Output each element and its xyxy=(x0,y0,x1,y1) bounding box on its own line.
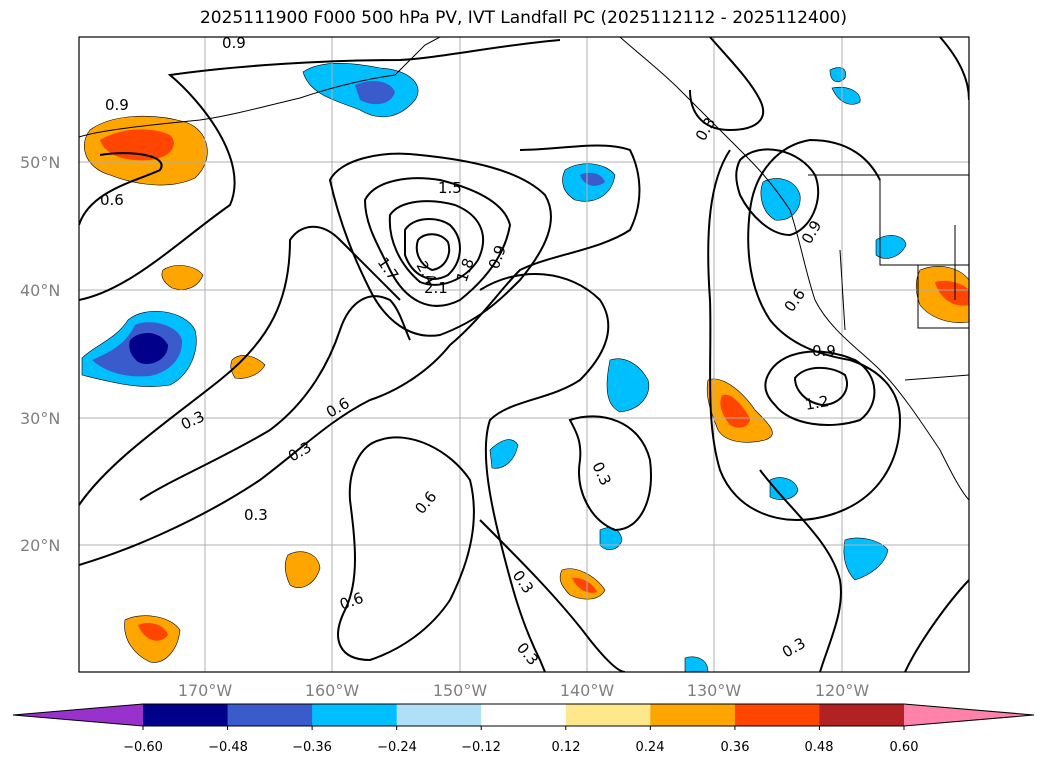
colorbar-tick-label: 0.12 xyxy=(552,740,581,755)
contour-label: 2.1 xyxy=(424,279,448,297)
shaded-anomalies xyxy=(81,62,969,672)
negative-anomaly xyxy=(129,333,168,365)
negative-anomaly xyxy=(489,439,519,469)
map-title: 2025111900 F000 500 hPa PV, IVT Landfall… xyxy=(199,8,847,28)
contour-label: 0.9 xyxy=(812,342,836,360)
negative-anomaly xyxy=(875,235,907,259)
positive-anomaly xyxy=(572,577,597,593)
contour-label: 0.9 xyxy=(105,96,129,114)
lat-label: 20°N xyxy=(20,536,60,555)
colorbar-bin xyxy=(227,704,313,726)
colorbar-tick-labels: −0.60 −0.48 −0.36 −0.24 −0.12 0.12 0.24 … xyxy=(123,740,918,755)
lon-label: 160°W xyxy=(305,681,360,700)
positive-anomaly xyxy=(720,394,750,428)
colorbar-bin xyxy=(481,704,567,726)
negative-anomaly xyxy=(355,80,395,105)
lat-axis-labels: 50°N 40°N 30°N 20°N xyxy=(20,153,60,555)
lat-label: 40°N xyxy=(20,281,60,300)
pv-contours xyxy=(79,37,969,672)
colorbar-tick-label: −0.48 xyxy=(208,740,248,755)
colorbar-tick-label: 0.48 xyxy=(805,740,834,755)
coastlines xyxy=(79,37,969,501)
colorbar-bin xyxy=(650,704,736,726)
colorbar-under-arrow xyxy=(13,704,143,726)
lat-label: 50°N xyxy=(20,153,60,172)
colorbar-bin xyxy=(734,704,820,726)
positive-anomaly xyxy=(138,623,168,641)
colorbar-bin xyxy=(143,704,229,726)
negative-anomaly xyxy=(580,172,605,186)
colorbar-tick-label: 0.60 xyxy=(890,740,919,755)
lon-label: 150°W xyxy=(433,681,488,700)
negative-anomaly xyxy=(843,537,889,581)
contour-label: 0.3 xyxy=(244,506,268,524)
positive-anomaly xyxy=(161,265,204,290)
plot-area xyxy=(79,37,969,672)
contour-label: 0.9 xyxy=(222,34,246,52)
colorbar-tick-label: 0.36 xyxy=(721,740,750,755)
plot-border xyxy=(78,36,970,673)
colorbar-bin xyxy=(396,704,482,726)
lon-label: 140°W xyxy=(560,681,615,700)
colorbar-bin xyxy=(565,704,651,726)
negative-anomaly xyxy=(831,87,861,105)
negative-anomaly xyxy=(684,656,709,672)
graticule xyxy=(79,37,969,672)
contour-label: 1.5 xyxy=(438,179,462,197)
negative-anomaly xyxy=(769,477,799,500)
colorbar xyxy=(12,703,1035,730)
colorbar-tick-label: −0.60 xyxy=(123,740,163,755)
lon-label: 170°W xyxy=(178,681,233,700)
positive-anomaly xyxy=(284,551,321,588)
lon-label: 130°W xyxy=(687,681,742,700)
lon-axis-labels: 170°W 160°W 150°W 140°W 130°W 120°W xyxy=(178,681,870,700)
negative-anomaly xyxy=(606,358,650,413)
colorbar-bin xyxy=(819,704,905,726)
lon-label: 120°W xyxy=(815,681,870,700)
colorbar-tick-label: 0.24 xyxy=(636,740,665,755)
colorbar-tick-label: −0.12 xyxy=(461,740,501,755)
colorbar-tick-label: −0.36 xyxy=(292,740,332,755)
lat-label: 30°N xyxy=(20,409,60,428)
positive-anomaly xyxy=(935,280,969,306)
colorbar-tick-label: −0.24 xyxy=(377,740,417,755)
colorbar-over-arrow xyxy=(904,704,1034,726)
contour-label: 0.6 xyxy=(100,191,124,209)
contour-label: 1.2 xyxy=(804,392,831,414)
colorbar-bin xyxy=(312,704,398,726)
